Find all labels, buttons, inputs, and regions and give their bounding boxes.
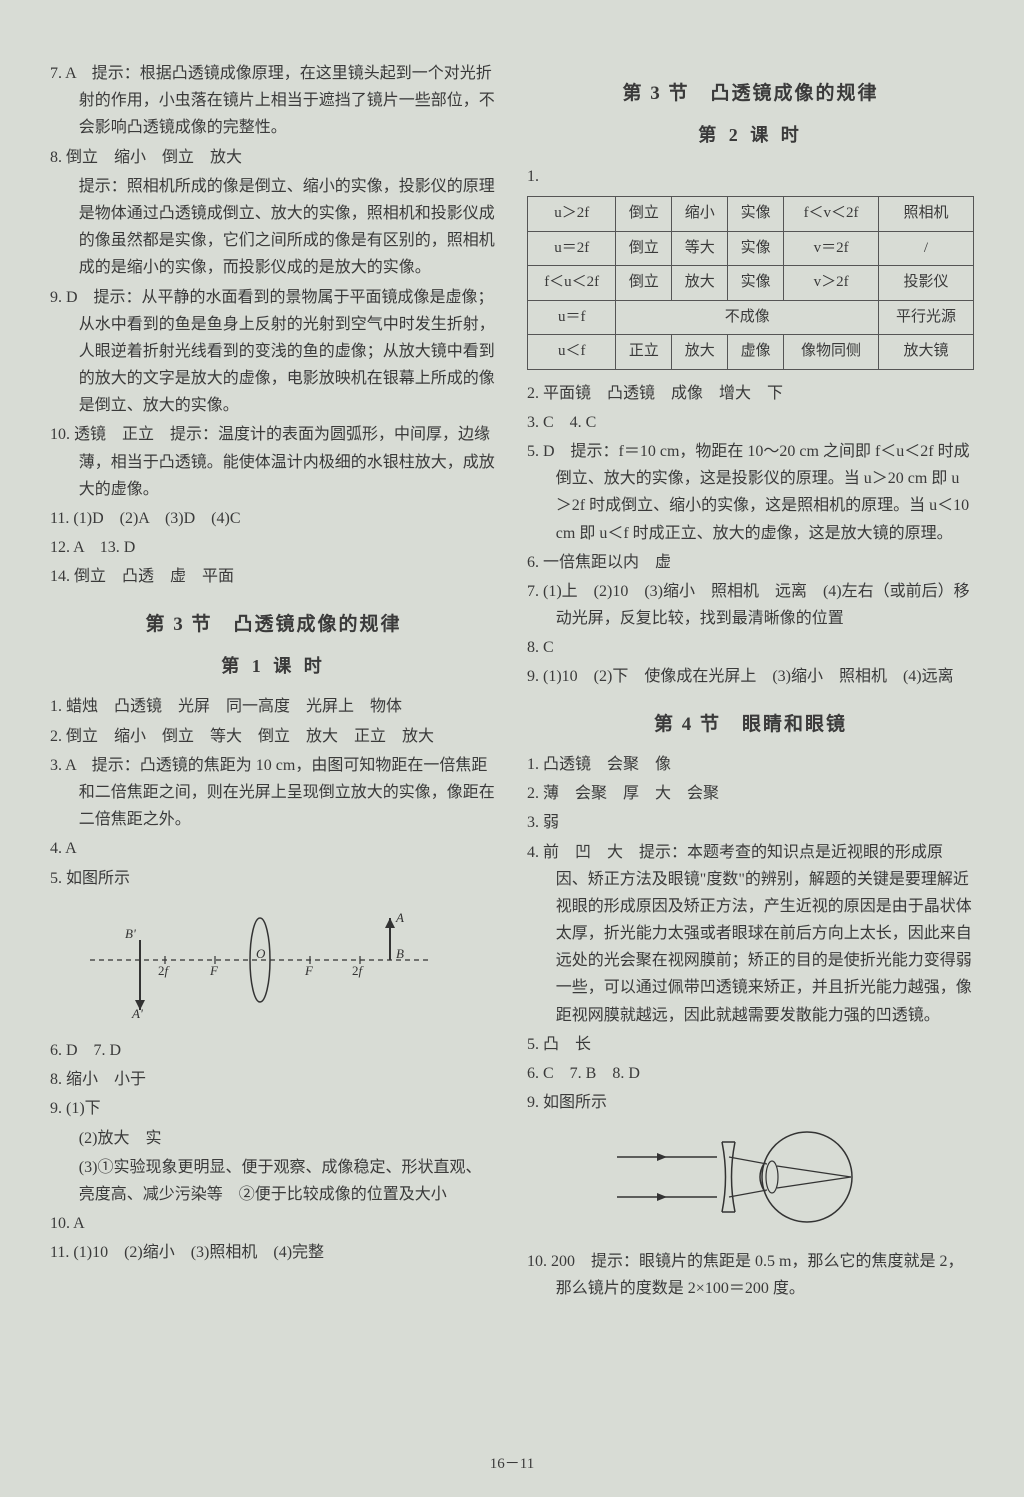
answer-item: 14. 倒立 凸透 虚 平面 [50, 563, 497, 590]
section-title: 第 3 节 凸透镜成像的规律 [527, 78, 974, 110]
table-cell: 倒立 [616, 197, 672, 232]
answer-item: 1. 蜡烛 凸透镜 光屏 同一高度 光屏上 物体 [50, 693, 497, 720]
svg-text:F: F [209, 963, 219, 978]
svg-text:B': B' [125, 926, 136, 941]
answer-item: 8. 缩小 小于 [50, 1066, 497, 1093]
answer-item: 4. A [50, 835, 497, 862]
section-title: 第 3 节 凸透镜成像的规律 [50, 609, 497, 641]
svg-text:B: B [396, 946, 404, 961]
lesson-title: 第 1 课 时 [50, 651, 497, 682]
answer-hint: 提示：照相机所成的像是倒立、缩小的实像，投影仪的原理是物体通过凸透镜成倒立、放大… [50, 173, 497, 282]
table-cell: 等大 [672, 231, 728, 266]
answer-item: 9. (1)下 [50, 1095, 497, 1122]
svg-text:O: O [256, 946, 266, 961]
svg-text:2f: 2f [352, 963, 365, 978]
answer-subitem: (3)①实验现象更明显、便于观察、成像稳定、形状直观、亮度高、减少污染等 ②便于… [50, 1154, 497, 1208]
section-title: 第 4 节 眼睛和眼镜 [527, 709, 974, 741]
lesson-title: 第 2 课 时 [527, 120, 974, 151]
table-cell: 放大镜 [879, 335, 974, 370]
svg-text:A: A [395, 910, 404, 925]
page-container: 7. A 提示：根据凸透镜成像原理，在这里镜头起到一个对光折射的作用，小虫落在镜… [50, 60, 974, 1304]
table-cell: / [879, 231, 974, 266]
svg-text:F: F [304, 963, 314, 978]
lens-imaging-table: u＞2f 倒立 缩小 实像 f＜v＜2f 照相机 u＝2f 倒立 等大 实像 v… [527, 196, 974, 370]
table-cell: f＜v＜2f [784, 197, 879, 232]
svg-text:A': A' [131, 1006, 143, 1020]
table-cell: 倒立 [616, 231, 672, 266]
answer-item: 2. 平面镜 凸透镜 成像 增大 下 [527, 380, 974, 407]
answer-item: 9. (1)10 (2)下 使像成在光屏上 (3)缩小 照相机 (4)远离 [527, 663, 974, 690]
answer-item: 3. A 提示：凸透镜的焦距为 10 cm，由图可知物距在一倍焦距和二倍焦距之间… [50, 752, 497, 834]
table-cell: 正立 [616, 335, 672, 370]
table-cell: 放大 [672, 266, 728, 301]
table-cell: 倒立 [616, 266, 672, 301]
table-cell: v＞2f [784, 266, 879, 301]
table-cell: 放大 [672, 335, 728, 370]
answer-item: 2. 倒立 缩小 倒立 等大 倒立 放大 正立 放大 [50, 723, 497, 750]
table-cell: 实像 [728, 197, 784, 232]
table-cell: u＝2f [528, 231, 616, 266]
answer-item: 5. D 提示：f＝10 cm，物距在 10～20 cm 之间即 f＜u＜2f … [527, 438, 974, 547]
answer-item: 10. A [50, 1210, 497, 1237]
answer-item: 4. 前 凹 大 提示：本题考查的知识点是近视眼的形成原因、矫正方法及眼镜"度数… [527, 839, 974, 1029]
answer-item: 1. [527, 163, 974, 190]
table-row: f＜u＜2f 倒立 放大 实像 v＞2f 投影仪 [528, 266, 974, 301]
table-cell: u＞2f [528, 197, 616, 232]
answer-subitem: (2)放大 实 [50, 1125, 497, 1152]
answer-item: 9. 如图所示 [527, 1089, 974, 1116]
answer-item: 10. 200 提示：眼镜片的焦距是 0.5 m，那么它的焦度就是 2，那么镜片… [527, 1248, 974, 1302]
table-cell: 平行光源 [879, 300, 974, 335]
answer-item: 7. (1)上 (2)10 (3)缩小 照相机 远离 (4)左右（或前后）移动光… [527, 578, 974, 632]
answer-item: 6. D 7. D [50, 1037, 497, 1064]
table-cell: f＜u＜2f [528, 266, 616, 301]
table-cell: 照相机 [879, 197, 974, 232]
answer-item: 9. D 提示：从平静的水面看到的景物属于平面镜成像是虚像；从水中看到的鱼是鱼身… [50, 284, 497, 420]
answer-item: 3. C 4. C [527, 409, 974, 436]
page-number: 16－11 [0, 1452, 1024, 1478]
answer-item: 6. 一倍焦距以内 虚 [527, 549, 974, 576]
table-cell: 缩小 [672, 197, 728, 232]
answer-item: 1. 凸透镜 会聚 像 [527, 751, 974, 778]
answer-item: 8. C [527, 634, 974, 661]
answer-item: 3. 弱 [527, 809, 974, 836]
table-cell: 投影仪 [879, 266, 974, 301]
table-row: u＝2f 倒立 等大 实像 v＝2f / [528, 231, 974, 266]
table-cell: 虚像 [728, 335, 784, 370]
table-row: u＝f 不成像 平行光源 [528, 300, 974, 335]
table-cell: 不成像 [616, 300, 879, 335]
right-column: 第 3 节 凸透镜成像的规律 第 2 课 时 1. u＞2f 倒立 缩小 实像 … [527, 60, 974, 1304]
table-cell: 像物同侧 [784, 335, 879, 370]
answer-item: 7. A 提示：根据凸透镜成像原理，在这里镜头起到一个对光折射的作用，小虫落在镜… [50, 60, 497, 142]
table-row: u＜f 正立 放大 虚像 像物同侧 放大镜 [528, 335, 974, 370]
answer-item: 5. 凸 长 [527, 1031, 974, 1058]
answer-item: 11. (1)D (2)A (3)D (4)C [50, 505, 497, 532]
answer-item: 2. 薄 会聚 厚 大 会聚 [527, 780, 974, 807]
answer-item: 10. 透镜 正立 提示：温度计的表面为圆弧形，中间厚，边缘薄，相当于凸透镜。能… [50, 421, 497, 503]
left-column: 7. A 提示：根据凸透镜成像原理，在这里镜头起到一个对光折射的作用，小虫落在镜… [50, 60, 497, 1304]
table-cell: 实像 [728, 231, 784, 266]
eye-diagram [607, 1122, 974, 1241]
table-cell: u＜f [528, 335, 616, 370]
table-cell: v＝2f [784, 231, 879, 266]
answer-item: 11. (1)10 (2)缩小 (3)照相机 (4)完整 [50, 1239, 497, 1266]
table-cell: 实像 [728, 266, 784, 301]
table-cell: u＝f [528, 300, 616, 335]
answer-item: 6. C 7. B 8. D [527, 1060, 974, 1087]
svg-text:2f: 2f [158, 963, 171, 978]
table-row: u＞2f 倒立 缩小 实像 f＜v＜2f 照相机 [528, 197, 974, 232]
lens-diagram: O F F 2f 2f B' A' A B [80, 900, 497, 1029]
answer-item: 8. 倒立 缩小 倒立 放大 [50, 144, 497, 171]
answer-item: 5. 如图所示 [50, 865, 497, 892]
answer-item: 12. A 13. D [50, 534, 497, 561]
